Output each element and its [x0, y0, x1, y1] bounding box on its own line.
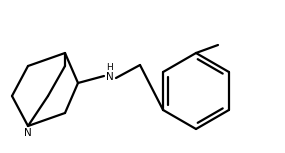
Text: N: N — [106, 72, 114, 82]
Text: N: N — [24, 128, 32, 138]
Text: H: H — [107, 63, 113, 72]
